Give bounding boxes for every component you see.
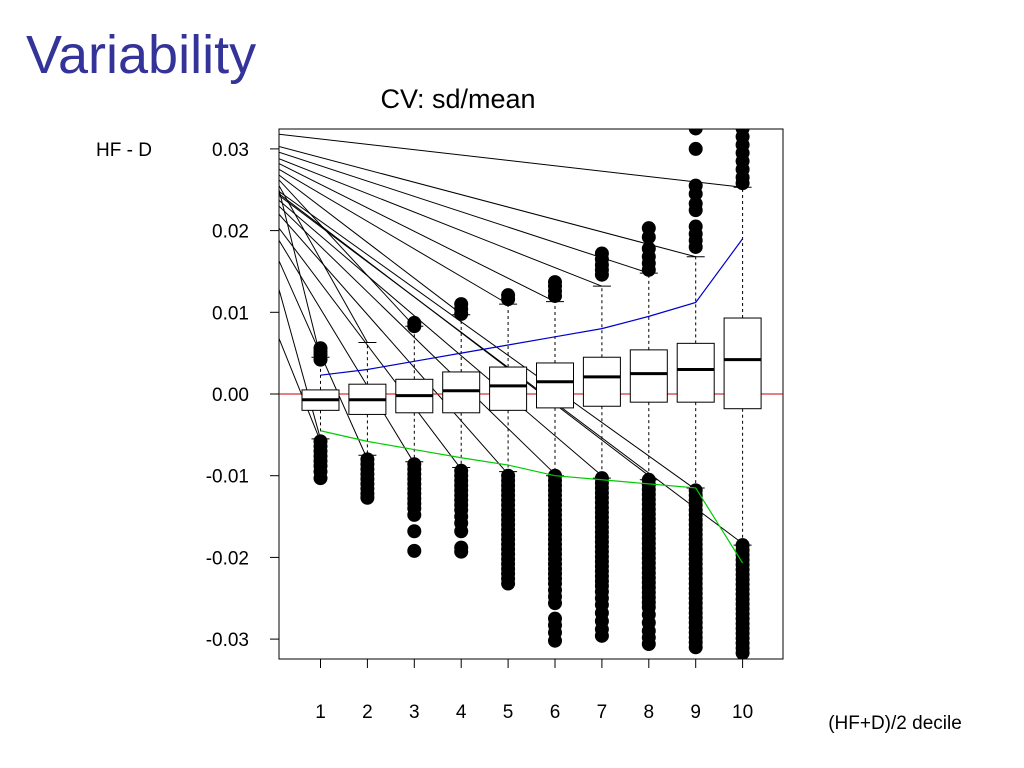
outlier-point-high	[735, 129, 750, 136]
x-tick-label: 5	[503, 702, 514, 723]
y-tick-label: -0.01	[206, 467, 249, 488]
callout-line	[279, 158, 603, 287]
callout-line	[279, 133, 743, 188]
x-tick-label: 10	[732, 702, 753, 723]
box	[676, 342, 715, 403]
outlier-point-low	[594, 628, 609, 643]
callout-line	[279, 213, 509, 475]
y-tick-label: 0.03	[212, 140, 249, 161]
x-tick-label: 2	[362, 702, 373, 723]
x-tick-label: 8	[644, 702, 655, 723]
outlier-point-low	[407, 524, 422, 539]
x-tick-label: 1	[315, 702, 326, 723]
y-tick-label: 0.01	[212, 303, 249, 324]
outlier-point-high	[454, 297, 469, 312]
outlier-point-high	[594, 246, 609, 261]
outlier-point-high	[313, 341, 328, 356]
outlier-point-low	[313, 471, 328, 486]
y-tick-label: 0.02	[212, 222, 249, 243]
callout-line	[279, 145, 696, 258]
callout-line	[279, 205, 556, 475]
chart-title: CV: sd/mean	[380, 84, 535, 114]
x-tick-label: 9	[690, 702, 701, 723]
outlier-point-high	[641, 221, 656, 236]
callout-line	[279, 240, 415, 464]
callout-line	[279, 189, 321, 358]
outlier-point-low	[454, 524, 469, 539]
outlier-point-high	[688, 178, 703, 193]
x-tick-label: 7	[597, 702, 608, 723]
y-tick-label: -0.03	[206, 630, 249, 651]
outlier-point-high	[548, 275, 562, 290]
outlier-point-high	[688, 219, 703, 234]
outlier-point-low	[407, 507, 422, 522]
outlier-point-high	[688, 129, 703, 136]
x-tick-label: 6	[550, 702, 561, 723]
outlier-point-low	[360, 490, 375, 505]
callout-line	[279, 338, 321, 442]
callout-line	[279, 185, 368, 343]
callout-line	[279, 289, 321, 440]
box	[723, 317, 762, 410]
slide-title: Variability	[26, 25, 257, 85]
box	[629, 349, 668, 403]
outlier-point-high	[501, 288, 516, 303]
callout-line	[279, 151, 649, 274]
callout-line	[279, 227, 462, 470]
box	[442, 371, 481, 414]
outlier-point-low	[641, 637, 656, 652]
callout-line	[279, 168, 509, 305]
callout-line	[279, 163, 556, 303]
outlier-point-high	[407, 315, 422, 330]
box	[582, 356, 621, 407]
outlier-point-low	[548, 633, 562, 648]
x-axis-label: (HF+D)/2 decile	[828, 713, 962, 734]
cv-series-line	[320, 430, 744, 564]
y-tick-label: -0.02	[206, 548, 249, 569]
cv-series-line	[320, 238, 744, 376]
x-tick-label: 4	[456, 702, 467, 723]
outlier-point-high	[641, 241, 656, 256]
y-axis-label: HF - D	[96, 140, 152, 161]
outlier-point-low	[735, 645, 750, 659]
y-tick-label: 0.00	[212, 385, 249, 406]
outlier-point-high	[688, 141, 703, 156]
callout-line	[279, 190, 696, 490]
outlier-point-low	[454, 544, 469, 559]
outlier-point-low	[407, 543, 422, 558]
callout-line	[279, 174, 462, 315]
outlier-point-low	[688, 640, 703, 655]
x-tick-label: 3	[409, 702, 420, 723]
outlier-point-high	[688, 196, 703, 211]
callout-line	[279, 179, 415, 327]
outlier-point-low	[548, 596, 562, 611]
box	[536, 362, 574, 409]
callout-line	[279, 199, 603, 477]
box	[489, 366, 528, 411]
outlier-point-low	[501, 576, 516, 591]
